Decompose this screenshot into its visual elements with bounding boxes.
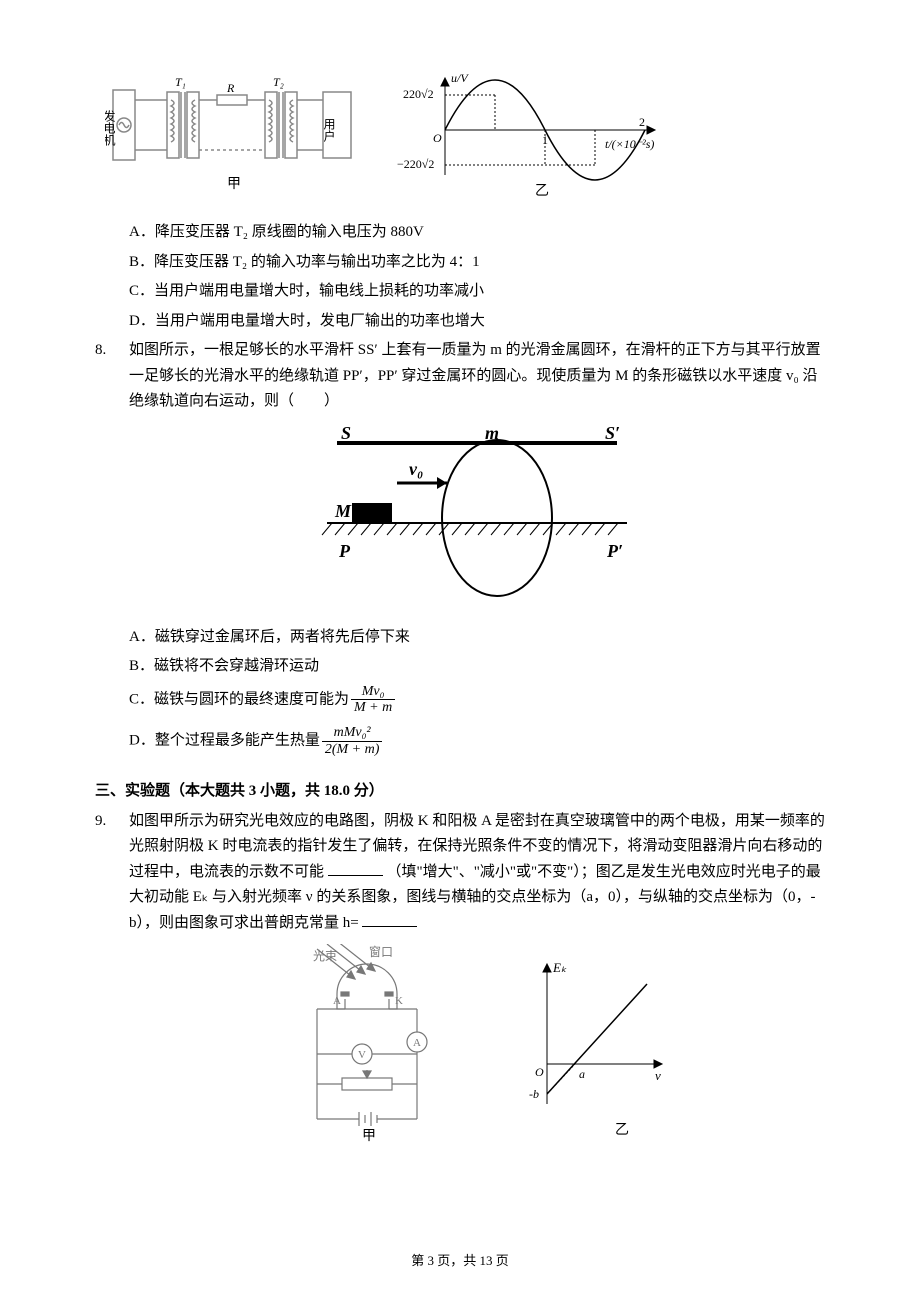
svg-text:m: m	[485, 423, 499, 443]
y-neg-label: −220√2	[397, 157, 434, 171]
svg-text:ν: ν	[655, 1068, 661, 1083]
q7-option-c: C．当用户端用电量增大时，输电线上损耗的功率减小	[129, 279, 825, 305]
svg-text:-b: -b	[529, 1087, 539, 1101]
q8-option-b: B．磁铁将不会穿越滑环运动	[129, 654, 825, 680]
q7-circuit-diagram: 发电机 T₁ T₂ R 用户 甲	[105, 70, 365, 200]
user-label: 用户	[322, 118, 336, 143]
q9-blank-1	[328, 860, 383, 876]
svg-text:A: A	[333, 995, 341, 1007]
section-3-heading: 三、实验题（本大题共 3 小题，共 18.0 分）	[95, 779, 825, 805]
generator-label: 发电机	[105, 109, 116, 146]
t1-label: T₁	[175, 75, 186, 89]
q9-number: 9.	[95, 809, 129, 1157]
svg-text:窗口: 窗口	[369, 945, 393, 959]
y-axis-label: u/V	[451, 71, 469, 85]
q7-option-d: D．当用户端用电量增大时，发电厂输出的功率也增大	[129, 309, 825, 335]
q7-fig2-caption: 乙	[535, 183, 549, 199]
q7-option-b: B．降压变压器 T₂ 的输入功率与输出功率之比为 4：1	[129, 250, 825, 276]
x-tick-2: 2	[639, 115, 645, 129]
svg-text:光束: 光束	[313, 949, 337, 963]
t2-label: T₂	[273, 75, 284, 89]
svg-text:A: A	[413, 1037, 421, 1049]
q9-fig1-caption: 甲	[362, 1129, 376, 1144]
svg-text:v₀: v₀	[409, 459, 423, 479]
y-pos-label: 220√2	[403, 87, 434, 101]
svg-text:V: V	[358, 1049, 366, 1061]
q9-blank-2	[362, 911, 417, 927]
q7-fig1-caption: 甲	[227, 177, 241, 192]
page-footer: 第 3 页，共 13 页	[0, 1250, 920, 1272]
x-tick-1: 1	[542, 133, 548, 147]
q8-diagram: S S′ m v₀ M P P′	[297, 423, 657, 613]
r-label: R	[226, 81, 235, 95]
svg-text:K: K	[395, 995, 403, 1007]
q8-number: 8.	[95, 338, 129, 761]
svg-text:S: S	[341, 423, 351, 443]
q9-ek-graph: Eₖ ν O a -b 乙	[507, 944, 677, 1144]
q9-circuit-diagram: 光束 窗口 A K A V 甲	[277, 944, 457, 1144]
svg-text:P′: P′	[606, 541, 623, 561]
x-axis-label: t/(×10⁻²s)	[605, 137, 654, 151]
q9-fig2-caption: 乙	[615, 1122, 629, 1138]
svg-text:P: P	[338, 541, 351, 561]
q8-option-d: D．整个过程最多能产生热量mMv₀²2(M + m)	[129, 725, 825, 757]
q8-stem: 如图所示，一根足够长的水平滑杆 SS′ 上套有一质量为 m 的光滑金属圆环，在滑…	[129, 338, 825, 415]
q8-option-a: A．磁铁穿过金属环后，两者将先后停下来	[129, 625, 825, 651]
svg-text:O: O	[535, 1065, 544, 1079]
svg-text:Eₖ: Eₖ	[552, 960, 567, 975]
svg-text:S′: S′	[605, 423, 620, 443]
svg-text:a: a	[579, 1067, 585, 1081]
svg-text:M: M	[334, 501, 352, 521]
q7-waveform-graph: 220√2 −220√2 u/V O 1 2 t/(×10⁻²s) 乙	[395, 70, 675, 200]
q7-option-a: A．降压变压器 T₂ 原线圈的输入电压为 880V	[129, 220, 825, 246]
q8-option-c: C．磁铁与圆环的最终速度可能为Mv₀M + m	[129, 684, 825, 716]
origin-label: O	[433, 131, 442, 145]
